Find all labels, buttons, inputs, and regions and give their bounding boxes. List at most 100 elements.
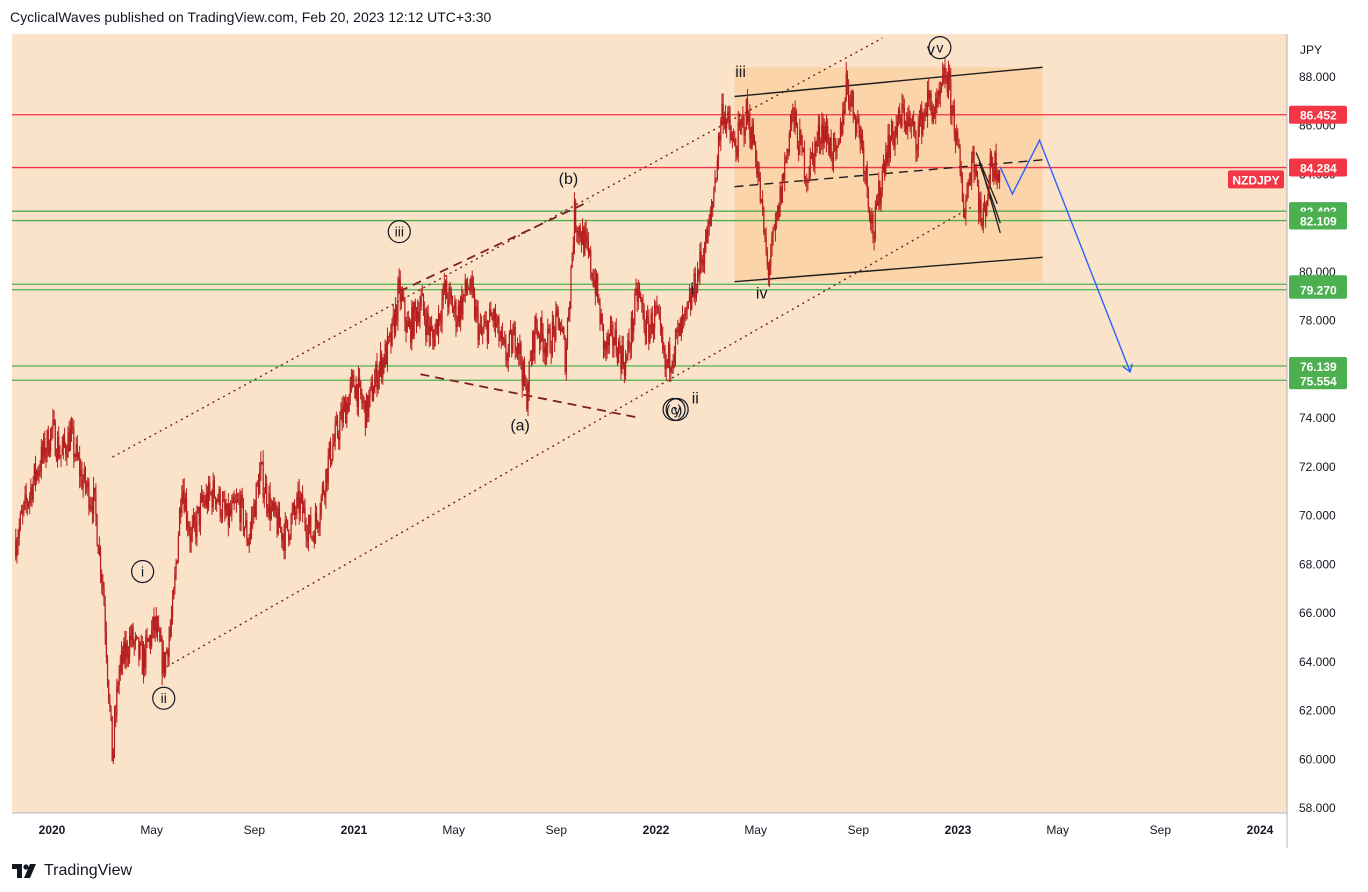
candle-body bbox=[103, 586, 105, 606]
candle-body bbox=[672, 360, 674, 368]
candle-body bbox=[465, 279, 468, 291]
candle-body bbox=[854, 118, 857, 134]
candle-body bbox=[361, 395, 363, 404]
candle-body bbox=[352, 374, 354, 378]
candle-body bbox=[117, 685, 119, 687]
candle-body bbox=[651, 312, 653, 334]
candle-body bbox=[752, 124, 754, 144]
candle-body bbox=[441, 300, 443, 322]
candle-body bbox=[460, 296, 462, 322]
candle-body bbox=[520, 343, 522, 366]
candle-body bbox=[641, 298, 643, 304]
candle-body bbox=[122, 651, 124, 664]
candle-body bbox=[394, 305, 397, 334]
candle-body bbox=[825, 125, 828, 141]
candle-body bbox=[56, 437, 59, 460]
x-tick-label: Sep bbox=[848, 823, 870, 837]
candle-body bbox=[986, 200, 988, 216]
candle-body bbox=[989, 152, 991, 185]
candle-body bbox=[469, 288, 471, 292]
candle-body bbox=[264, 483, 267, 494]
candle-body bbox=[163, 651, 166, 673]
candle-body bbox=[54, 422, 56, 456]
candle-body bbox=[523, 361, 526, 385]
candle-body bbox=[953, 105, 955, 134]
candle-body bbox=[286, 519, 289, 530]
candle-body bbox=[134, 636, 136, 642]
candle-body bbox=[945, 78, 947, 81]
candle-body bbox=[464, 279, 466, 295]
candle-body bbox=[293, 504, 296, 513]
candle-body bbox=[726, 120, 728, 129]
candle-body bbox=[785, 158, 787, 163]
candle-body bbox=[599, 302, 601, 325]
candle-body bbox=[598, 299, 600, 303]
candle-body bbox=[685, 307, 687, 312]
candle-body bbox=[937, 91, 939, 107]
candle-body bbox=[634, 293, 636, 321]
candle-body bbox=[509, 330, 512, 333]
candle-body bbox=[800, 130, 802, 136]
chart-background bbox=[12, 34, 1287, 813]
candle-body bbox=[720, 120, 722, 141]
candle-body bbox=[275, 502, 277, 516]
candle-body bbox=[558, 318, 560, 331]
candle-body bbox=[472, 286, 475, 294]
candle-body bbox=[237, 499, 239, 501]
candle-body bbox=[224, 499, 226, 511]
candle-body bbox=[349, 383, 351, 396]
candle-body bbox=[852, 90, 854, 114]
candle-body bbox=[611, 324, 613, 326]
candle-body bbox=[842, 110, 844, 134]
candle-body bbox=[320, 496, 322, 515]
candle-body bbox=[742, 117, 744, 120]
candle-body bbox=[450, 292, 452, 300]
candle-body bbox=[232, 496, 234, 504]
candle-body bbox=[533, 332, 535, 354]
candle-body bbox=[954, 133, 957, 143]
candle-body bbox=[996, 173, 998, 181]
y-tick-label: 66.000 bbox=[1299, 606, 1336, 620]
candle-body bbox=[266, 483, 268, 508]
candle-body bbox=[127, 657, 130, 659]
candle-body bbox=[548, 328, 550, 330]
candle-body bbox=[992, 165, 994, 172]
candle-body bbox=[213, 480, 215, 498]
candle-body bbox=[489, 309, 491, 321]
price-axis[interactable]: 58.000 60.000 62.000 64.000 66.000 68.000 70.0… bbox=[1299, 70, 1336, 815]
candle-body bbox=[276, 515, 278, 534]
time-axis[interactable]: 2020 May Sep 2021 May Sep 2022 May Sep 2023 May Sep… bbox=[39, 823, 1274, 837]
candle-body bbox=[773, 229, 775, 231]
candle-body bbox=[995, 152, 997, 181]
candle-body bbox=[305, 524, 307, 537]
candle-body bbox=[789, 125, 792, 134]
candle-body bbox=[702, 259, 704, 266]
candle-body bbox=[32, 481, 34, 501]
candle-body bbox=[830, 138, 832, 158]
candle-body bbox=[818, 125, 821, 145]
candle-body bbox=[565, 346, 567, 372]
candle-body bbox=[883, 162, 886, 173]
candle-body bbox=[640, 293, 642, 299]
candle-body bbox=[375, 363, 377, 380]
candle-body bbox=[792, 108, 794, 112]
wave-i-label: i bbox=[690, 281, 694, 298]
candle-body bbox=[302, 494, 304, 514]
candle-body bbox=[753, 143, 756, 146]
candle-body bbox=[435, 319, 437, 329]
candle-body bbox=[203, 501, 205, 503]
candle-body bbox=[913, 121, 915, 125]
candle-body bbox=[659, 317, 662, 325]
candle-body bbox=[541, 318, 543, 335]
candle-body bbox=[142, 648, 145, 675]
candle-body bbox=[243, 527, 246, 531]
candle-body bbox=[311, 537, 313, 539]
candle-body bbox=[547, 328, 549, 347]
tradingview-logo-icon bbox=[12, 864, 36, 878]
candle-body bbox=[687, 301, 689, 308]
candle-body bbox=[400, 293, 402, 302]
wave-b-label: (b) bbox=[559, 171, 579, 188]
candle-body bbox=[519, 343, 521, 354]
candle-body bbox=[983, 206, 986, 208]
